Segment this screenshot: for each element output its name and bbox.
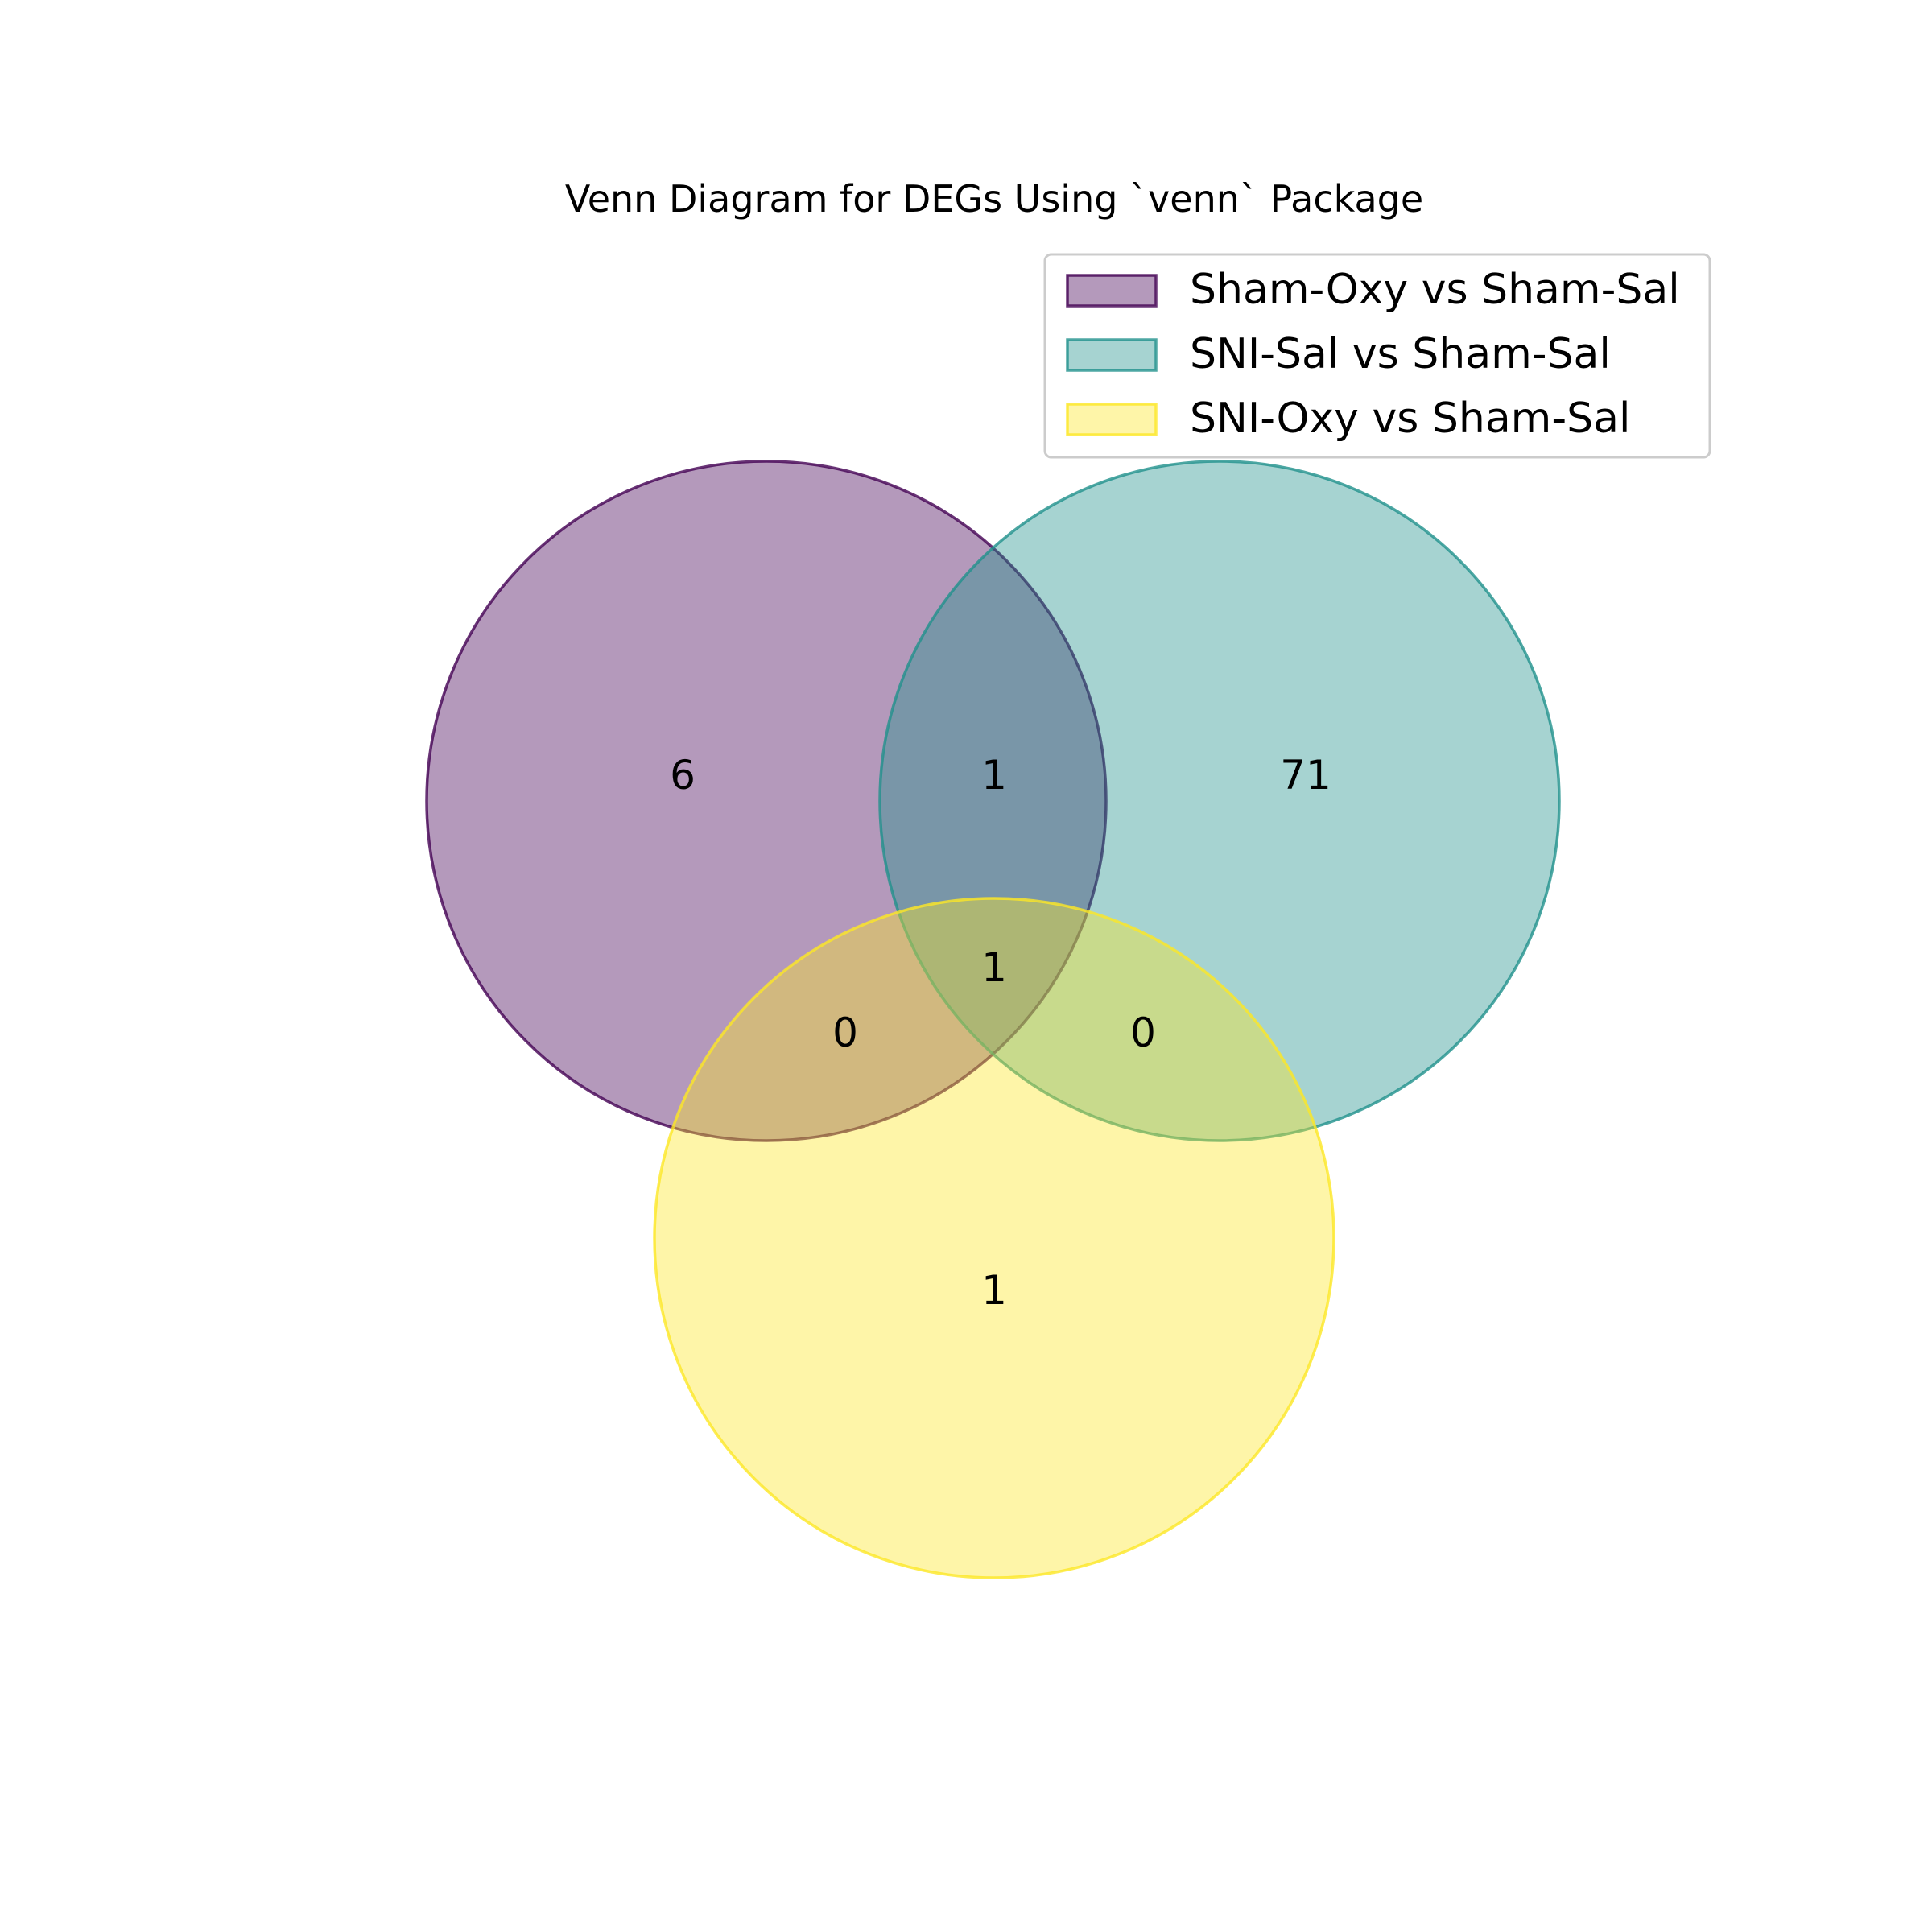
legend-label: SNI-Sal vs Sham-Sal bbox=[1190, 330, 1611, 378]
region-count-bc: 0 bbox=[1130, 1009, 1156, 1056]
venn-circle-2 bbox=[878, 460, 1561, 1142]
venn-circle-1 bbox=[425, 460, 1108, 1142]
venn-region-counts: 6 1 71 1 0 0 1 bbox=[670, 752, 1331, 1314]
venn-circles bbox=[425, 460, 1561, 1579]
region-count-a-only: 6 bbox=[670, 752, 696, 799]
legend-frame bbox=[1043, 253, 1711, 459]
venn-circle-3 bbox=[653, 897, 1335, 1579]
region-count-b-only: 71 bbox=[1280, 752, 1331, 799]
legend-items: Sham-Oxy vs Sham-Sal SNI-Sal vs Sham-Sal S… bbox=[1066, 266, 1680, 443]
region-count-ab: 1 bbox=[981, 752, 1007, 799]
legend: Sham-Oxy vs Sham-Sal SNI-Sal vs Sham-Sal S… bbox=[1043, 253, 1711, 459]
region-count-abc: 1 bbox=[981, 944, 1007, 991]
legend-swatch bbox=[1066, 338, 1158, 372]
legend-label: Sham-Oxy vs Sham-Sal bbox=[1190, 266, 1680, 314]
legend-item-1: Sham-Oxy vs Sham-Sal bbox=[1066, 266, 1680, 314]
legend-item-2: SNI-Sal vs Sham-Sal bbox=[1066, 330, 1611, 378]
legend-swatch bbox=[1066, 274, 1158, 308]
region-count-c-only: 1 bbox=[981, 1267, 1007, 1314]
region-count-ac: 0 bbox=[832, 1009, 858, 1056]
legend-item-3: SNI-Oxy vs Sham-Sal bbox=[1066, 394, 1630, 443]
legend-label: SNI-Oxy vs Sham-Sal bbox=[1190, 394, 1630, 443]
legend-swatch bbox=[1066, 402, 1158, 436]
chart-title: Venn Diagram for DEGs Using `venn` Packa… bbox=[565, 177, 1423, 221]
